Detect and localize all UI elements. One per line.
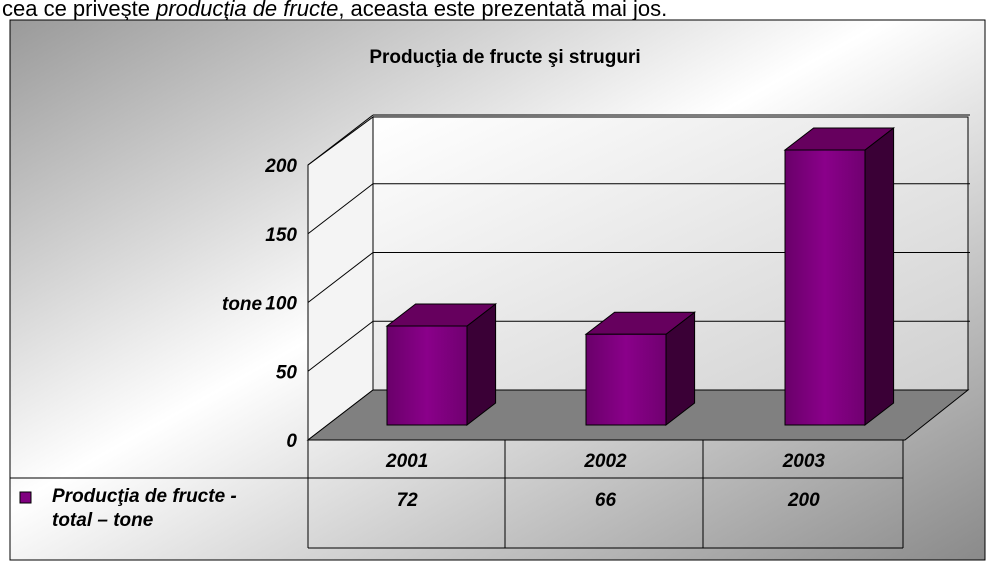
y-tick-label: 0 — [286, 431, 297, 452]
y-axis-label: tone — [222, 294, 263, 315]
bar-side — [864, 126, 895, 427]
x-tick-label: 2003 — [782, 451, 826, 472]
intro-text: cea ce priveşte producţia de fructe, ace… — [2, 0, 667, 21]
table-value: 72 — [397, 490, 419, 511]
bar — [386, 325, 468, 426]
legend-label: Producţia de fructe - total – tone — [52, 486, 237, 531]
x-tick-label: 2001 — [385, 451, 428, 472]
grid-line — [307, 252, 374, 303]
table-value: 66 — [595, 490, 617, 511]
intro-part: producţia de fructe — [155, 0, 338, 21]
intro-part: , aceasta este prezentată mai jos. — [338, 0, 667, 21]
y-tick-label: 200 — [264, 156, 297, 177]
table-value: 200 — [787, 490, 820, 511]
grid-line — [307, 320, 374, 372]
side-wall — [307, 116, 374, 442]
legend-marker — [19, 491, 32, 504]
bar — [585, 333, 667, 426]
plot — [307, 114, 970, 427]
bar — [784, 149, 866, 426]
grid-line — [307, 114, 374, 166]
intro-part: cea ce priveşte — [2, 0, 156, 21]
y-tick-label: 150 — [265, 225, 297, 246]
y-tick-label: 50 — [276, 362, 298, 383]
data-table — [10, 440, 904, 549]
y-tick-label: 100 — [265, 294, 297, 315]
grid-line — [307, 183, 374, 235]
chart-title: Producţia de fructe şi struguri — [369, 47, 640, 68]
x-tick-label: 2002 — [583, 451, 627, 472]
